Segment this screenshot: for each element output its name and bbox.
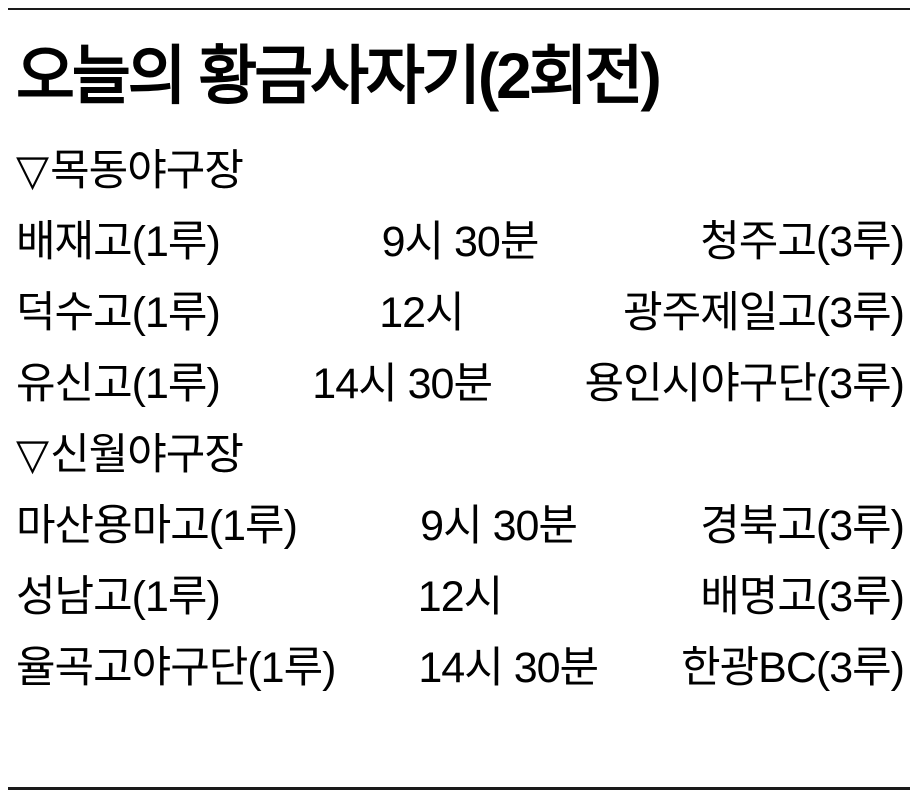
- bottom-rule: [8, 787, 910, 790]
- game-time: 12시: [379, 289, 464, 337]
- venue-header-mokdong: ▽ 목동야구장: [16, 136, 904, 207]
- team-first-base: 마산용마고(1루): [16, 502, 298, 550]
- schedule-list: ▽ 목동야구장 배재고(1루) 9시 30분 청주고(3루) 덕수고(1루) 1…: [16, 136, 905, 704]
- top-rule: [8, 8, 910, 10]
- game-time: 14시 30분: [312, 360, 493, 408]
- game-row: 마산용마고(1루) 9시 30분 경북고(3루): [16, 491, 905, 562]
- clipping-content: 오늘의 황금사자기(2회전) ▽ 목동야구장 배재고(1루) 9시 30분 청주…: [16, 10, 905, 704]
- triangle-marker-icon: ▽: [16, 147, 49, 195]
- team-third-base: 광주제일고(3루): [623, 289, 905, 337]
- team-first-base: 배재고(1루): [16, 218, 221, 266]
- game-row: 덕수고(1루) 12시 광주제일고(3루): [16, 278, 905, 349]
- game-time: 9시 30분: [381, 218, 540, 266]
- game-row: 율곡고야구단(1루) 14시 30분 한광BC(3루): [16, 633, 905, 704]
- team-first-base: 덕수고(1루): [16, 289, 221, 337]
- team-third-base: 경북고(3루): [700, 502, 905, 550]
- game-time: 12시: [417, 573, 503, 621]
- venue-name: 신월야구장: [50, 431, 244, 479]
- team-first-base: 율곡고야구단(1루): [16, 644, 336, 692]
- game-row: 배재고(1루) 9시 30분 청주고(3루): [16, 207, 905, 278]
- team-third-base: 청주고(3루): [700, 218, 905, 266]
- team-third-base: 배명고(3루): [700, 573, 905, 621]
- team-third-base: 용인시야구단(3루): [584, 360, 905, 408]
- game-row: 유신고(1루) 14시 30분 용인시야구단(3루): [16, 349, 905, 420]
- venue-name: 목동야구장: [50, 147, 244, 195]
- game-time: 14시 30분: [418, 644, 599, 692]
- game-row: 성남고(1루) 12시 배명고(3루): [16, 562, 905, 633]
- team-third-base: 한광BC(3루): [681, 644, 905, 692]
- team-first-base: 성남고(1루): [16, 573, 221, 621]
- page-title: 오늘의 황금사자기(2회전): [16, 40, 662, 112]
- team-first-base: 유신고(1루): [16, 360, 221, 408]
- triangle-marker-icon: ▽: [16, 431, 49, 479]
- game-time: 9시 30분: [420, 502, 578, 550]
- venue-header-sinwol: ▽ 신월야구장: [16, 420, 904, 491]
